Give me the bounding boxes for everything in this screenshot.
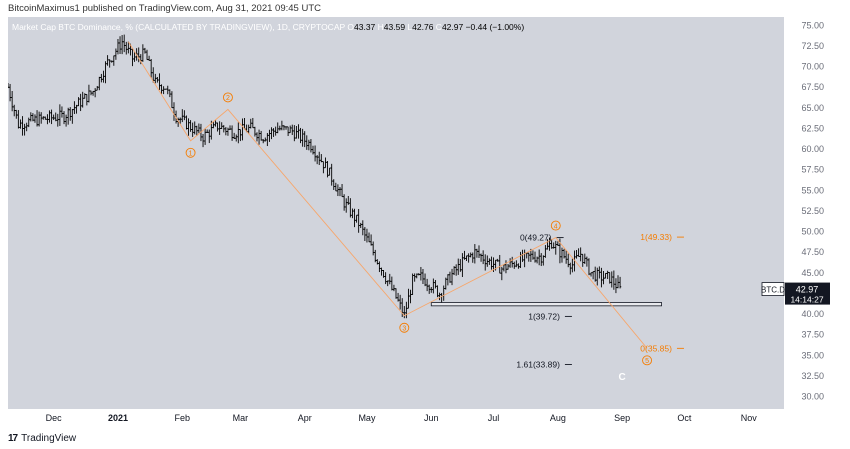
y-tick-label: 57.50 <box>801 165 824 175</box>
countdown-label: 14:14:27 <box>790 295 823 305</box>
y-tick-label: 30.00 <box>801 392 824 402</box>
x-tick-label: 2021 <box>108 413 128 423</box>
y-tick-label: 47.50 <box>801 247 824 257</box>
wave-label: 3 <box>402 326 406 333</box>
tradingview-brand: TradingView <box>21 432 77 444</box>
symbol-tag: BTC.D <box>761 286 785 295</box>
y-tick-label: 70.00 <box>801 62 824 72</box>
legend-part: 43.59 <box>384 22 406 32</box>
x-tick-label: Dec <box>46 413 63 423</box>
plot-background <box>8 17 784 409</box>
legend-part: O <box>345 22 354 32</box>
symbol-tag-bg <box>761 282 785 296</box>
last-price-label: 42.97 <box>796 285 819 295</box>
price-axis-background <box>784 17 844 427</box>
price-tag-bg <box>785 282 830 305</box>
y-tick-label: 32.50 <box>801 371 824 381</box>
legend-part: H <box>375 22 384 32</box>
support-zone <box>430 302 662 307</box>
wave-label: 4 <box>554 223 558 230</box>
legend-part: 42.97 <box>442 22 464 32</box>
x-tick-label: Jul <box>488 413 500 423</box>
x-tick-label: Jun <box>424 413 439 423</box>
fib-level-label: 0(49.27) <box>520 233 552 243</box>
legend-line: Market Cap BTC Dominance, % (CALCULATED … <box>12 22 524 32</box>
legend-part: 42.76 <box>412 22 434 32</box>
y-tick-label: 45.00 <box>801 268 824 278</box>
fib-level-label: 1(39.72) <box>528 311 560 321</box>
elliott-wave-line <box>127 41 648 349</box>
y-tick-label: 37.50 <box>801 330 824 340</box>
y-tick-label: 65.00 <box>801 103 824 113</box>
wave-label: 1 <box>189 151 193 158</box>
y-tick-label: 52.50 <box>801 206 824 216</box>
price-chart[interactable]: Market Cap BTC Dominance, % (CALCULATED … <box>8 17 844 427</box>
y-tick-label: 50.00 <box>801 227 824 237</box>
y-tick-label: 62.50 <box>801 123 824 133</box>
wave-label-circle <box>222 92 233 103</box>
publish-header-text: BitcoinMaximus1 published on TradingView… <box>8 3 321 14</box>
publish-header: BitcoinMaximus1 published on TradingView… <box>8 3 321 17</box>
wave-label-circle <box>185 147 196 158</box>
x-tick-label: Mar <box>233 413 249 423</box>
x-tick-label: Aug <box>550 413 566 423</box>
wave-c-label: C <box>619 372 626 383</box>
x-tick-label: Sep <box>614 413 630 423</box>
tradingview-logo-icon: 17 <box>8 432 18 444</box>
x-tick-label: Nov <box>741 413 758 423</box>
chart-area[interactable]: Market Cap BTC Dominance, % (CALCULATED … <box>8 17 844 427</box>
footer: 17 TradingView <box>8 430 76 446</box>
x-tick-label: Feb <box>175 413 191 423</box>
x-tick-label: May <box>358 413 376 423</box>
y-tick-label: 60.00 <box>801 144 824 154</box>
x-tick-label: Oct <box>677 413 692 423</box>
y-tick-label: 75.00 <box>801 20 824 30</box>
wave-label-circle <box>550 220 561 231</box>
fib-level-label: 1(49.33) <box>640 232 672 242</box>
y-tick-label: 55.00 <box>801 185 824 195</box>
wave-label: 2 <box>226 95 230 102</box>
legend-part: L <box>405 22 412 32</box>
wave-label-circle <box>642 355 653 366</box>
legend-part: −0.44 (−1.00%) <box>463 22 524 32</box>
y-tick-label: 72.50 <box>801 41 824 51</box>
x-tick-label: Apr <box>298 413 312 423</box>
fib-level-label: 1.61(33.89) <box>516 360 560 370</box>
legend-part: 43.37 <box>354 22 376 32</box>
y-tick-label: 40.00 <box>801 309 824 319</box>
wave-label: 5 <box>645 358 649 365</box>
wave-label-circle <box>399 322 410 333</box>
y-tick-label: 35.00 <box>801 350 824 360</box>
legend-part: C <box>433 22 442 32</box>
y-tick-label: 67.50 <box>801 82 824 92</box>
fib-level-label: 0(35.85) <box>640 343 672 353</box>
legend-part: Market Cap BTC Dominance, % (CALCULATED … <box>12 22 345 32</box>
